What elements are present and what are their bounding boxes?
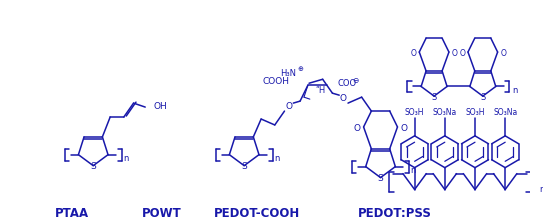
Text: S: S bbox=[241, 162, 247, 171]
Text: COO: COO bbox=[337, 79, 356, 88]
Text: O: O bbox=[459, 49, 465, 58]
Text: POWT: POWT bbox=[142, 207, 182, 220]
Text: OH: OH bbox=[153, 102, 167, 111]
Text: PEDOT:PSS: PEDOT:PSS bbox=[358, 207, 432, 220]
Text: PTAA: PTAA bbox=[55, 207, 89, 220]
Text: H₃N: H₃N bbox=[280, 69, 296, 78]
Text: SO₃Na: SO₃Na bbox=[493, 108, 517, 116]
Text: O: O bbox=[286, 102, 293, 111]
Text: S: S bbox=[90, 162, 96, 171]
Text: S: S bbox=[377, 174, 383, 183]
Text: COOH: COOH bbox=[263, 77, 289, 86]
Text: SO₃H: SO₃H bbox=[465, 108, 485, 116]
Text: n: n bbox=[274, 154, 279, 163]
Text: ⊕: ⊕ bbox=[297, 66, 303, 72]
Text: n: n bbox=[540, 185, 543, 194]
Text: SO₃H: SO₃H bbox=[405, 108, 425, 116]
Text: O: O bbox=[339, 94, 346, 103]
Text: n: n bbox=[513, 86, 518, 95]
Text: O: O bbox=[501, 49, 507, 58]
Text: O: O bbox=[353, 125, 361, 134]
Text: n: n bbox=[410, 166, 415, 175]
Text: S: S bbox=[480, 93, 485, 102]
Text: PEDOT-COOH: PEDOT-COOH bbox=[214, 207, 300, 220]
Text: O: O bbox=[400, 125, 407, 134]
Text: O: O bbox=[411, 49, 416, 58]
Text: SO₃Na: SO₃Na bbox=[433, 108, 457, 116]
Text: ⊖: ⊖ bbox=[353, 76, 359, 85]
Text: S: S bbox=[432, 93, 437, 102]
Text: n: n bbox=[123, 154, 128, 163]
Text: ʺH: ʺH bbox=[315, 86, 326, 95]
Text: O: O bbox=[452, 49, 458, 58]
